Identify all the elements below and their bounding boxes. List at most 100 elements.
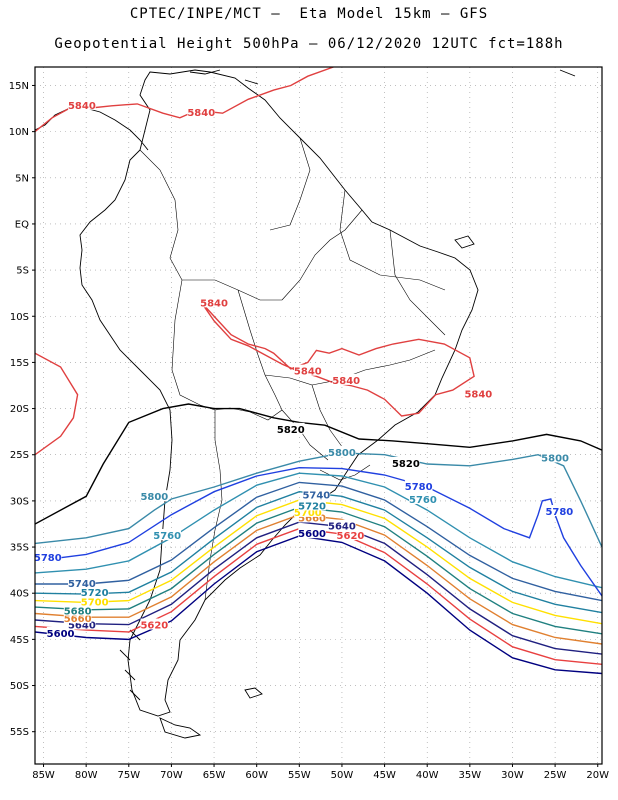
lon-tick-label: 85W: [32, 770, 55, 781]
contour-label-background: [140, 618, 169, 630]
contour-label: 5700: [294, 508, 322, 519]
contour-label-background: [409, 492, 437, 504]
contour-label: 5820: [392, 459, 420, 470]
contour-label-background: [541, 451, 569, 463]
axis-ticks: 15N 10N 5N EQ 5S 10S 15S 20S 25S 30S 35S 40S 45S 50S 5…: [9, 81, 609, 781]
contour-label-background: [187, 106, 216, 118]
contour-label-background: [200, 296, 228, 308]
contour-label: 5600: [298, 529, 326, 540]
marajo-island: [454, 235, 475, 249]
contour-5600: [35, 535, 602, 675]
south-america-coastline: [79, 69, 479, 717]
contour-label-background: [464, 387, 493, 399]
lat-tick-label: 15S: [10, 358, 29, 369]
lat-tick-label: 40S: [10, 589, 29, 600]
contour-label-background: [80, 595, 109, 607]
lat-tick-label: 10S: [10, 312, 29, 323]
contour-label: 5800: [328, 448, 356, 459]
contour-5840-segment: [200, 301, 475, 417]
contour-label-background: [153, 528, 181, 540]
lon-tick-label: 55W: [288, 770, 311, 781]
contour-label-background: [332, 373, 361, 385]
contour-label-background: [63, 612, 92, 624]
contour-label: 5840: [464, 390, 492, 401]
contour-5740: [35, 481, 602, 602]
contour-label-background: [140, 490, 169, 502]
lat-tick-label: EQ: [15, 219, 29, 230]
contour-label: 5840: [294, 367, 322, 378]
lat-tick-label: 35S: [10, 543, 29, 554]
lat-tick-label: 50S: [10, 681, 29, 692]
contour-label-background: [328, 445, 356, 457]
map-frame: [34, 66, 603, 765]
contour-label: 5720: [81, 588, 109, 599]
lon-tick-label: 80W: [75, 770, 98, 781]
contour-5840-segment: [35, 352, 79, 456]
country-borders: [139, 137, 446, 601]
contour-label: 5640: [68, 621, 96, 632]
lon-tick-label: 65W: [203, 770, 226, 781]
contour-label-background: [276, 422, 305, 434]
lat-tick-label: 55S: [10, 727, 29, 738]
lat-tick-label: 15N: [9, 81, 29, 92]
contour-label-background: [545, 504, 574, 516]
contour-label: 5760: [153, 531, 181, 542]
lon-tick-label: 20W: [586, 770, 609, 781]
contour-label-background: [80, 586, 109, 598]
lat-tick-label: 20S: [10, 404, 29, 415]
lon-tick-label: 75W: [117, 770, 140, 781]
contour-label-background: [294, 364, 322, 376]
contour-label: 5620: [337, 531, 365, 542]
contour-5760: [35, 472, 602, 589]
contour-label: 5760: [409, 495, 437, 506]
contour-label: 5800: [541, 453, 569, 464]
contour-label-background: [46, 626, 75, 638]
contour-5800: [35, 452, 602, 548]
lon-tick-label: 35W: [459, 770, 482, 781]
contour-label-background: [68, 98, 96, 110]
map-subtitle: Geopotential Height 500hPa – 06/12/2020 …: [54, 36, 564, 52]
coastlines: [35, 69, 576, 739]
map-title: CPTEC/INPE/MCT – Eta Model 15km – GFS: [129, 6, 489, 22]
contour-label-background: [336, 528, 365, 540]
contour-label: 5800: [140, 492, 168, 503]
contour-label: 5840: [68, 101, 96, 112]
lon-tick-label: 70W: [160, 770, 183, 781]
contour-label-background: [298, 499, 326, 511]
lat-tick-label: 5S: [16, 266, 29, 277]
lat-tick-label: 5N: [15, 173, 29, 184]
contour-label-background: [298, 527, 326, 539]
caribbean-islands: [189, 69, 576, 85]
lat-tick-label: 25S: [10, 450, 29, 461]
contour-label: 5700: [81, 597, 109, 608]
falkland-islands: [244, 687, 263, 699]
contour-label: 5820: [277, 425, 305, 436]
contour-label-background: [294, 505, 322, 517]
lon-tick-label: 45W: [373, 770, 396, 781]
geopotential-contours: [35, 67, 602, 675]
lon-tick-label: 60W: [245, 770, 268, 781]
lon-tick-label: 50W: [331, 770, 354, 781]
contour-label: 5640: [328, 522, 356, 533]
lon-tick-label: 40W: [416, 770, 439, 781]
contour-label: 5840: [187, 108, 215, 119]
contour-label: 5660: [298, 513, 326, 524]
contour-labels: 5600560056205620564056405660566056805700…: [35, 98, 574, 640]
contour-label: 5740: [302, 490, 330, 501]
contour-label: 5720: [298, 501, 326, 512]
contour-label-background: [404, 480, 433, 492]
contour-label: 5780: [545, 507, 573, 518]
contour-label: 5740: [68, 579, 96, 590]
contour-label: 5600: [47, 629, 75, 640]
lon-tick-label: 25W: [544, 770, 567, 781]
contour-label: 5840: [200, 298, 228, 309]
contour-label-background: [63, 604, 92, 616]
contour-label: 5660: [64, 614, 92, 625]
contour-label-background: [35, 551, 62, 563]
contour-label-background: [68, 618, 96, 630]
contour-label: 5680: [64, 607, 92, 618]
lon-tick-label: 30W: [501, 770, 524, 781]
contour-5820: [35, 403, 602, 525]
contour-label: 5840: [332, 376, 360, 387]
